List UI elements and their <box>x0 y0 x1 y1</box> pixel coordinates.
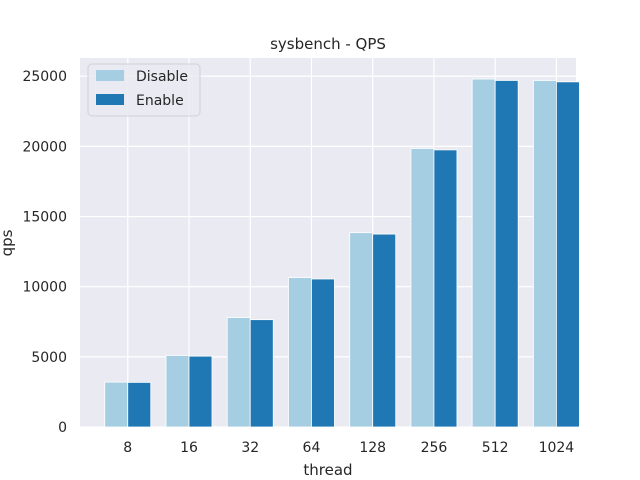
legend: Disable Enable <box>87 63 201 117</box>
y-axis-label: qps <box>0 229 16 256</box>
bar-disable-64 <box>288 277 312 428</box>
y-tick-labels: 0 5000 10000 15000 20000 25000 <box>22 69 67 436</box>
legend-label-disable: Disable <box>136 69 188 85</box>
legend-label-enable: Enable <box>136 93 184 109</box>
bar-enable-128 <box>372 233 397 428</box>
x-tick-label: 16 <box>180 440 198 456</box>
bar-enable-32 <box>249 319 274 428</box>
x-tick-label: 32 <box>241 440 259 456</box>
chart-title: sysbench - QPS <box>270 35 386 53</box>
y-tick-label: 5000 <box>31 350 67 366</box>
x-tick-labels: 8 16 32 64 128 256 512 1024 <box>123 440 574 456</box>
y-tick-label: 15000 <box>22 210 67 226</box>
bar-disable-128 <box>349 232 374 428</box>
bar-enable-1024 <box>556 81 580 428</box>
legend-swatch-enable <box>96 94 124 105</box>
bar-enable-256 <box>433 149 458 428</box>
y-tick-label: 10000 <box>22 280 67 296</box>
x-tick-label: 512 <box>482 440 509 456</box>
bar-disable-512 <box>471 78 496 428</box>
bars <box>104 78 580 428</box>
bar-disable-16 <box>165 355 190 428</box>
x-tick-label: 128 <box>359 440 386 456</box>
x-tick-label: 64 <box>303 440 321 456</box>
bar-enable-8 <box>127 381 152 428</box>
bar-enable-16 <box>188 355 213 428</box>
y-tick-label: 20000 <box>22 139 67 155</box>
bar-disable-256 <box>410 148 435 428</box>
x-tick-label: 1024 <box>539 440 575 456</box>
x-tick-label: 8 <box>123 440 132 456</box>
legend-swatch-disable <box>96 70 124 81</box>
x-axis-label: thread <box>303 461 352 479</box>
bar-disable-32 <box>226 317 251 428</box>
x-tick-label: 256 <box>421 440 448 456</box>
bar-enable-64 <box>311 278 335 428</box>
bar-disable-1024 <box>533 80 557 428</box>
bar-disable-8 <box>104 381 129 428</box>
y-tick-label: 0 <box>58 420 67 436</box>
bar-enable-512 <box>494 80 519 428</box>
y-tick-label: 25000 <box>22 69 67 85</box>
